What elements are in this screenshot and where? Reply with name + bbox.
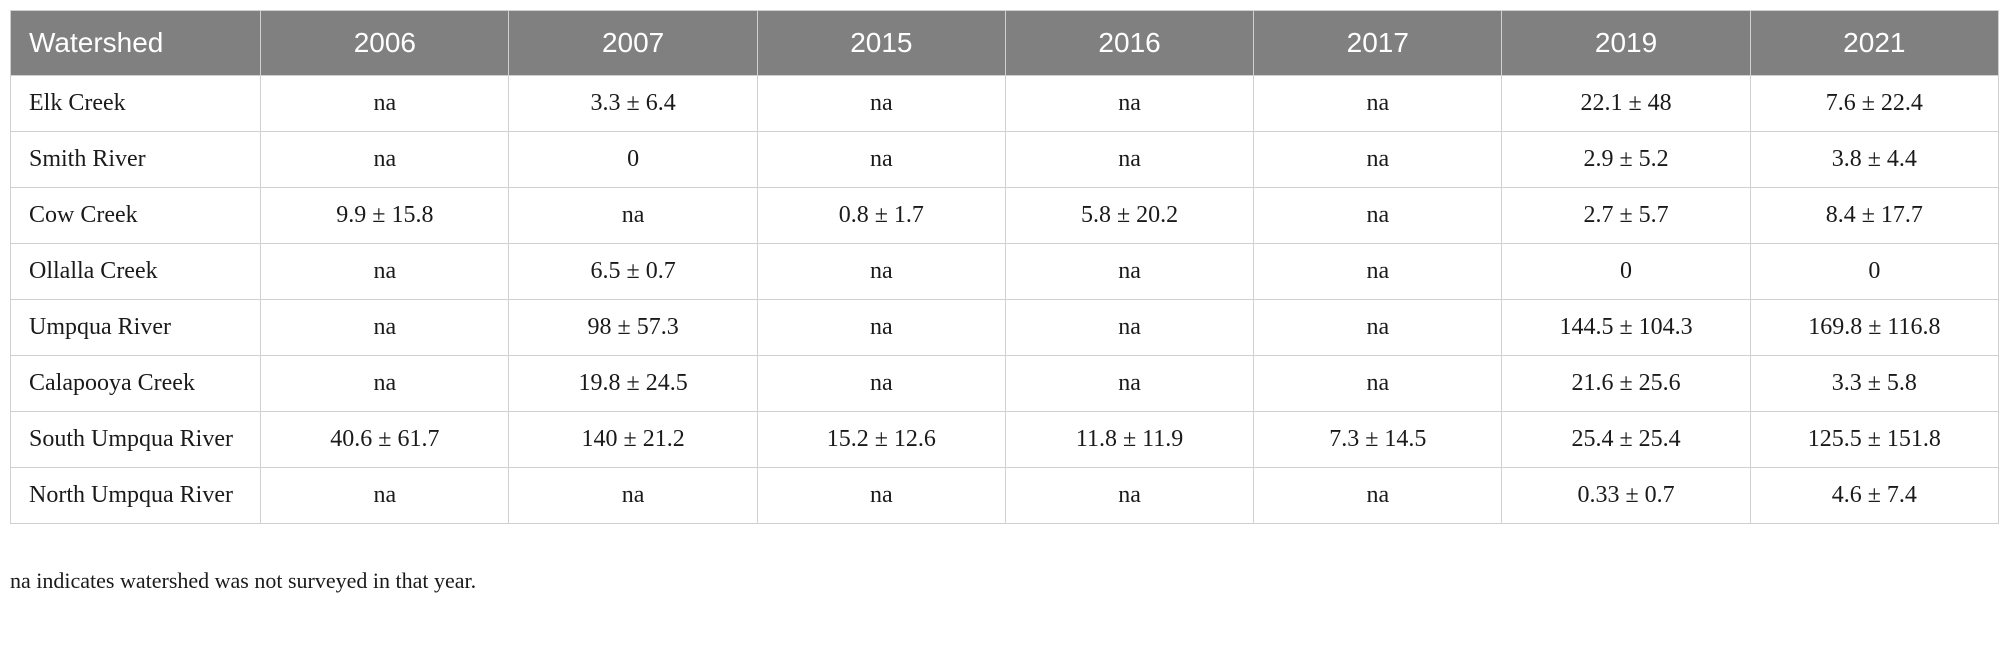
data-cell: 11.8 ± 11.9 xyxy=(1005,412,1253,468)
data-cell: 3.3 ± 5.8 xyxy=(1750,356,1998,412)
data-cell: 0.8 ± 1.7 xyxy=(757,188,1005,244)
data-cell: na xyxy=(261,76,509,132)
column-header-2006: 2006 xyxy=(261,11,509,76)
data-cell: 5.8 ± 20.2 xyxy=(1005,188,1253,244)
data-cell: 6.5 ± 0.7 xyxy=(509,244,757,300)
data-cell: na xyxy=(509,188,757,244)
data-cell: na xyxy=(1005,300,1253,356)
data-cell: na xyxy=(261,132,509,188)
data-cell: 169.8 ± 116.8 xyxy=(1750,300,1998,356)
data-cell: 2.7 ± 5.7 xyxy=(1502,188,1750,244)
data-cell: 7.3 ± 14.5 xyxy=(1254,412,1502,468)
data-cell: na xyxy=(1254,76,1502,132)
data-cell: 9.9 ± 15.8 xyxy=(261,188,509,244)
watershed-name-cell: Umpqua River xyxy=(11,300,261,356)
data-cell: na xyxy=(1005,356,1253,412)
watershed-name-cell: North Umpqua River xyxy=(11,468,261,524)
data-cell: 0 xyxy=(1502,244,1750,300)
data-cell: na xyxy=(261,468,509,524)
watershed-name-cell: Calapooya Creek xyxy=(11,356,261,412)
data-cell: na xyxy=(1254,244,1502,300)
data-cell: na xyxy=(757,76,1005,132)
data-cell: na xyxy=(509,468,757,524)
column-header-2019: 2019 xyxy=(1502,11,1750,76)
data-cell: 0.33 ± 0.7 xyxy=(1502,468,1750,524)
data-cell: 22.1 ± 48 xyxy=(1502,76,1750,132)
data-cell: na xyxy=(757,244,1005,300)
data-cell: na xyxy=(1254,188,1502,244)
watershed-table-container: Watershed 2006 2007 2015 2016 2017 2019 … xyxy=(10,10,1999,594)
table-row: Umpqua River na 98 ± 57.3 na na na 144.5… xyxy=(11,300,1999,356)
data-cell: 125.5 ± 151.8 xyxy=(1750,412,1998,468)
table-header-row: Watershed 2006 2007 2015 2016 2017 2019 … xyxy=(11,11,1999,76)
column-header-2021: 2021 xyxy=(1750,11,1998,76)
table-row: North Umpqua River na na na na na 0.33 ±… xyxy=(11,468,1999,524)
watershed-name-cell: Ollalla Creek xyxy=(11,244,261,300)
data-cell: 21.6 ± 25.6 xyxy=(1502,356,1750,412)
data-cell: 40.6 ± 61.7 xyxy=(261,412,509,468)
watershed-name-cell: Smith River xyxy=(11,132,261,188)
data-cell: na xyxy=(261,244,509,300)
data-cell: na xyxy=(261,356,509,412)
data-cell: na xyxy=(261,300,509,356)
data-cell: 0 xyxy=(1750,244,1998,300)
watershed-name-cell: Cow Creek xyxy=(11,188,261,244)
column-header-2016: 2016 xyxy=(1005,11,1253,76)
data-cell: 3.3 ± 6.4 xyxy=(509,76,757,132)
table-body: Elk Creek na 3.3 ± 6.4 na na na 22.1 ± 4… xyxy=(11,76,1999,524)
data-cell: 2.9 ± 5.2 xyxy=(1502,132,1750,188)
data-cell: 4.6 ± 7.4 xyxy=(1750,468,1998,524)
data-cell: 140 ± 21.2 xyxy=(509,412,757,468)
data-cell: na xyxy=(757,468,1005,524)
watershed-table: Watershed 2006 2007 2015 2016 2017 2019 … xyxy=(10,10,1999,524)
data-cell: na xyxy=(757,132,1005,188)
table-row: Cow Creek 9.9 ± 15.8 na 0.8 ± 1.7 5.8 ± … xyxy=(11,188,1999,244)
data-cell: 25.4 ± 25.4 xyxy=(1502,412,1750,468)
data-cell: 7.6 ± 22.4 xyxy=(1750,76,1998,132)
data-cell: na xyxy=(1254,132,1502,188)
data-cell: 3.8 ± 4.4 xyxy=(1750,132,1998,188)
data-cell: na xyxy=(1005,76,1253,132)
data-cell: 8.4 ± 17.7 xyxy=(1750,188,1998,244)
column-header-2007: 2007 xyxy=(509,11,757,76)
column-header-2015: 2015 xyxy=(757,11,1005,76)
data-cell: na xyxy=(1005,468,1253,524)
table-row: Ollalla Creek na 6.5 ± 0.7 na na na 0 0 xyxy=(11,244,1999,300)
table-row: Elk Creek na 3.3 ± 6.4 na na na 22.1 ± 4… xyxy=(11,76,1999,132)
data-cell: 98 ± 57.3 xyxy=(509,300,757,356)
column-header-watershed: Watershed xyxy=(11,11,261,76)
table-row: Smith River na 0 na na na 2.9 ± 5.2 3.8 … xyxy=(11,132,1999,188)
data-cell: 15.2 ± 12.6 xyxy=(757,412,1005,468)
data-cell: 19.8 ± 24.5 xyxy=(509,356,757,412)
data-cell: na xyxy=(1254,300,1502,356)
data-cell: 144.5 ± 104.3 xyxy=(1502,300,1750,356)
table-row: Calapooya Creek na 19.8 ± 24.5 na na na … xyxy=(11,356,1999,412)
watershed-name-cell: South Umpqua River xyxy=(11,412,261,468)
data-cell: 0 xyxy=(509,132,757,188)
data-cell: na xyxy=(757,300,1005,356)
column-header-2017: 2017 xyxy=(1254,11,1502,76)
data-cell: na xyxy=(1254,356,1502,412)
data-cell: na xyxy=(1005,244,1253,300)
data-cell: na xyxy=(1005,132,1253,188)
watershed-name-cell: Elk Creek xyxy=(11,76,261,132)
table-row: South Umpqua River 40.6 ± 61.7 140 ± 21.… xyxy=(11,412,1999,468)
data-cell: na xyxy=(1254,468,1502,524)
table-footnote: na indicates watershed was not surveyed … xyxy=(10,568,1999,594)
data-cell: na xyxy=(757,356,1005,412)
